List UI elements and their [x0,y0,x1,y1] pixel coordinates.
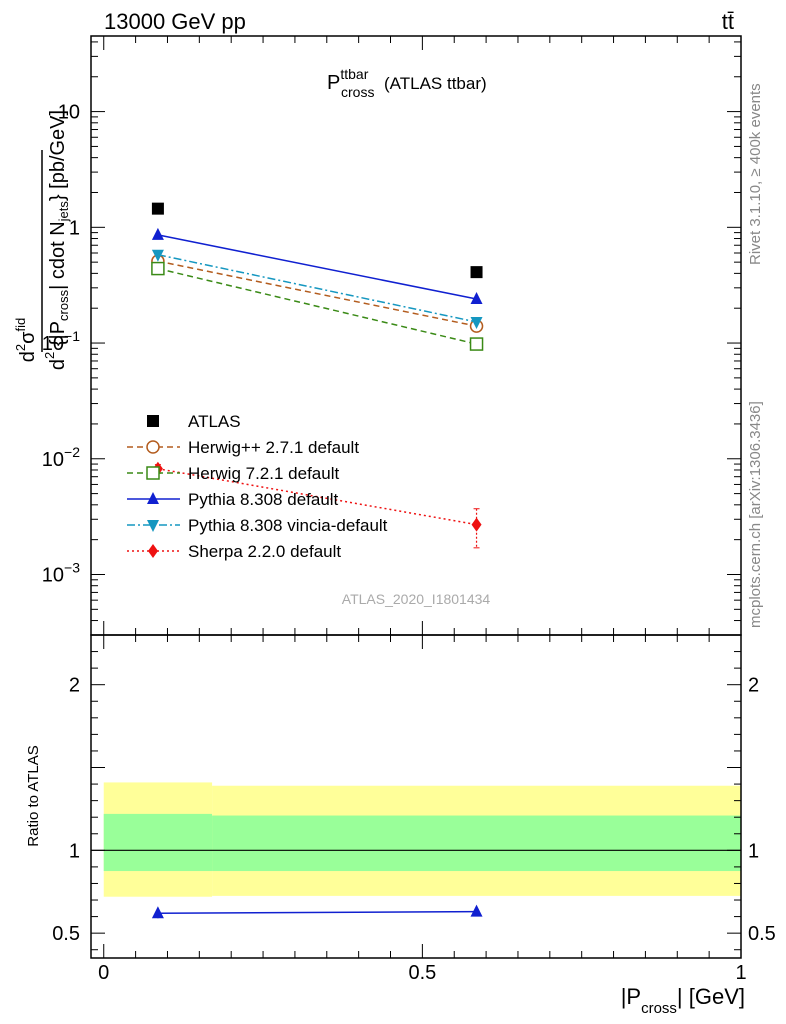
legend-label: Sherpa 2.2.0 default [188,542,341,561]
legend-label: ATLAS [188,412,241,431]
legend-item-pythia-8-308-vincia-default: Pythia 8.308 vincia-default [127,516,388,535]
data-point [151,249,164,262]
legend-item-pythia-8-308-default: Pythia 8.308 default [127,490,339,509]
series-line [157,468,477,526]
main-ticks: 10 1 10−1 10−2 10−3 [42,36,742,636]
main-panel: 10 1 10−1 10−2 10−3 ATLAS Herwig++ 2.7.1 defa… [13,35,742,636]
legend-item-herwig-2-7-1-default: Herwig++ 2.7.1 default [127,438,359,457]
uncertainty-band-inner [103,813,213,872]
legend-label: Herwig 7.2.1 default [188,464,339,483]
ratio-ticks: 2 21 10.5 0.50 0.5 1 [52,635,776,984]
ratio-plot-frame [90,634,742,959]
series-line [157,234,477,300]
legend-item-atlas: ATLAS [147,412,241,431]
y-tick-label: 1 [69,217,80,239]
ratio-line [157,910,477,915]
series-pythia-8-308-vincia-default [151,249,483,329]
x-tick-label: 0 [98,962,109,984]
data-point [151,261,165,276]
process-label: tt̄ [722,9,734,34]
y-tick-label: 10−3 [42,559,80,586]
ratio-y-tick-label: 0.5 [52,923,80,945]
data-point [470,316,483,329]
beam-label: 13000 GeV pp [104,9,246,34]
main-y-axis-label-denominator: d2 {|Pcross| cdot Njets} [pb/GeV] [42,110,71,370]
ratio-y-tick-label-right: 1 [748,840,759,862]
y-tick-label: 10 [58,102,80,124]
legend-marker [147,520,159,532]
main-y-axis-label: d2σfid [13,318,39,362]
plot-title-main: P [327,72,340,94]
mcplots-label: mcplots.cern.ch [arXiv:1306.3436] [747,401,764,628]
legend-marker [146,440,160,454]
legend-marker [146,466,160,480]
series-pythia-8-308-default [151,227,483,305]
series-herwig-7-2-1-default [151,261,484,351]
svg-text:d2 {|Pcross| cdot Njets} [pb/G: d2 {|Pcross| cdot Njets} [pb/GeV] [42,110,71,370]
legend-label: Herwig++ 2.7.1 default [188,438,359,457]
plot-title-suffix: (ATLAS ttbar) [384,74,487,93]
legend-item-herwig-7-2-1-default: Herwig 7.2.1 default [127,464,339,483]
data-point [471,517,482,532]
legend-marker [147,415,159,427]
ratio-panel: 2 21 10.5 0.50 0.5 1 Ratio to ATLAS |Pcross| … [25,634,776,1017]
ratio-bands [103,782,741,897]
data-point [470,266,483,279]
data-point [151,202,164,215]
main-series [151,202,484,549]
rivet-version-label: Rivet 3.1.10, ≥ 400k events [747,83,764,265]
plot-title-sup: ttbar [340,66,368,82]
series-line [157,260,477,327]
ratio-y-tick-label-right: 2 [748,675,759,697]
analysis-watermark: ATLAS_2020_I1801434 [342,591,491,607]
ratio-series-pythia-8-308-default [151,904,483,919]
series-atlas [151,202,483,279]
legend-item-sherpa-2-2-0-default: Sherpa 2.2.0 default [127,542,341,561]
legend-marker [147,492,159,504]
legend-label: Pythia 8.308 default [188,490,339,509]
data-point [469,337,484,351]
y-tick-label: 10−1 [42,328,80,355]
plot-title-sub: cross [341,84,374,100]
ratio-y-axis-label: Ratio to ATLAS [25,745,42,846]
ratio-point [151,906,164,919]
ratio-y-tick-label-right: 0.5 [748,923,776,945]
svg-text:d2σfid: d2σfid [13,318,39,362]
ratio-y-tick-label: 1 [69,840,80,862]
ratio-series [151,904,483,919]
ratio-point [470,904,483,917]
x-tick-label: 1 [735,962,746,984]
series-line [157,253,477,323]
plot-title: Pttbar cross (ATLAS ttbar) [327,66,487,100]
ratio-y-tick-label: 2 [69,675,80,697]
legend-label: Pythia 8.308 vincia-default [188,516,388,535]
x-tick-label: 0.5 [408,962,436,984]
data-point [151,227,164,240]
y-label-numerator: d [17,351,39,362]
x-axis-label: |Pcross| [GeV] [621,984,745,1017]
y-tick-label: 10−2 [42,444,80,471]
legend: ATLAS Herwig++ 2.7.1 default Herwig 7.2.1 … [127,412,388,561]
uncertainty-band-inner [212,815,741,872]
data-point [470,292,483,305]
series-line [157,267,477,345]
legend-marker [148,544,158,558]
